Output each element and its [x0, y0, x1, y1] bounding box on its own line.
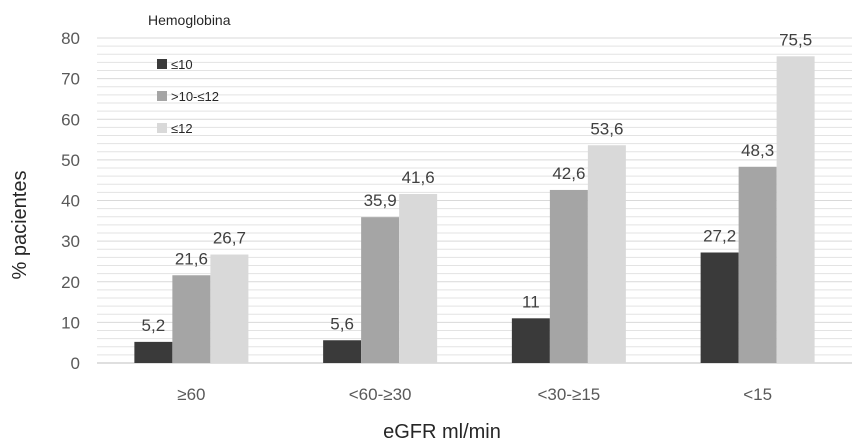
bar [361, 217, 400, 363]
bar [549, 189, 588, 363]
bar [172, 275, 211, 363]
data-label: 5,2 [142, 316, 166, 335]
legend-title: Hemoglobina [148, 12, 231, 28]
data-label: 21,6 [175, 249, 208, 268]
bars [134, 56, 815, 363]
legend-swatch [157, 91, 167, 101]
bar [700, 252, 739, 363]
bar [587, 145, 626, 363]
legend-swatch [157, 123, 167, 133]
x-axis-ticks: ≥60 <60-≥30 <30-≥15 <15 [177, 385, 772, 404]
x-tick-label: ≥60 [177, 385, 205, 404]
data-label: 26,7 [213, 229, 246, 248]
bar [511, 318, 550, 363]
y-axis-ticks: 0 10 20 30 40 50 60 70 80 [61, 29, 80, 373]
bar [210, 254, 249, 363]
data-label: 75,5 [779, 30, 812, 49]
y-tick-label: 30 [61, 232, 80, 251]
data-label: 11 [522, 292, 540, 311]
data-label: 35,9 [364, 191, 397, 210]
y-tick-label: 0 [71, 354, 80, 373]
legend-label: ≤12 [171, 121, 193, 136]
data-label: 48,3 [741, 141, 774, 160]
x-axis-title: eGFR ml/min [383, 421, 501, 443]
y-axis-title: % pacientes [9, 171, 31, 280]
legend: Hemoglobina ≤10 >10-≤12 ≤12 [148, 12, 231, 136]
x-tick-label: <60-≥30 [349, 385, 412, 404]
data-label: 5,6 [330, 314, 354, 333]
y-tick-label: 10 [61, 313, 80, 332]
y-tick-label: 70 [61, 70, 80, 89]
bar [134, 341, 173, 363]
data-label: 53,6 [590, 119, 623, 138]
data-label: 27,2 [703, 227, 736, 246]
y-tick-label: 60 [61, 110, 80, 129]
bar [399, 194, 438, 363]
y-tick-label: 80 [61, 29, 80, 48]
y-tick-label: 50 [61, 151, 80, 170]
data-label: 41,6 [402, 168, 435, 187]
x-tick-label: <15 [743, 385, 772, 404]
legend-label: >10-≤12 [171, 89, 219, 104]
legend-label: ≤10 [171, 57, 193, 72]
data-labels: 5,2 21,6 26,7 5,6 35,9 41,6 11 42,6 53,6 27,2 48,3… [142, 30, 813, 335]
data-label: 42,6 [552, 164, 585, 183]
legend-swatch [157, 59, 167, 69]
x-tick-label: <30-≥15 [538, 385, 601, 404]
bar [738, 166, 777, 363]
bar [323, 340, 362, 363]
y-tick-label: 20 [61, 273, 80, 292]
y-tick-label: 40 [61, 192, 80, 211]
bar [776, 56, 815, 363]
